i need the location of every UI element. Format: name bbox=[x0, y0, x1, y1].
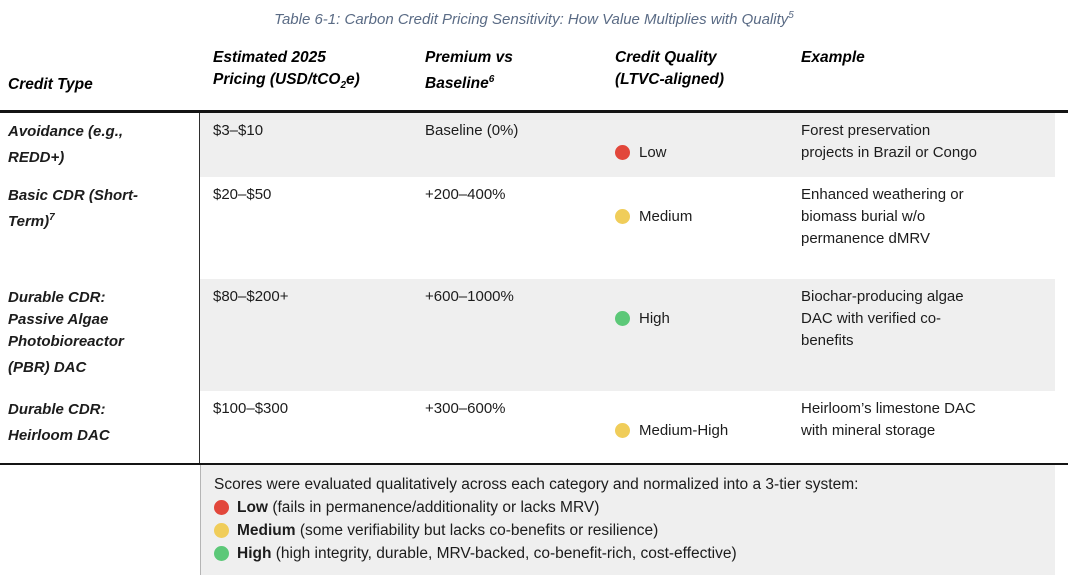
col-header-premium-line1: Premium vs bbox=[425, 48, 513, 66]
pricing-cell: $3–$10 bbox=[213, 122, 264, 139]
legend-label: High bbox=[237, 545, 272, 562]
credit-type-cell: Basic CDR (Short- Term)7 bbox=[0, 177, 200, 279]
table-title-text: Table 6-1: Carbon Credit Pricing Sensiti… bbox=[274, 11, 789, 28]
col-header-example: Example bbox=[801, 48, 865, 66]
credit-type-text: Durable CDR: Passive Algae Photobioreact… bbox=[8, 289, 124, 376]
credit-type-text: Basic CDR (Short- Term) bbox=[8, 187, 139, 230]
legend-desc: (fails in permanence/additionality or la… bbox=[272, 499, 600, 516]
table-row-durable-cdr-heirloom: Durable CDR: Heirloom DAC $100–$300 +300… bbox=[0, 391, 1068, 463]
legend-label: Medium bbox=[237, 522, 296, 539]
example-cell: Biochar-producing algae DAC with verifie… bbox=[801, 288, 964, 349]
legend-dot-medium-icon bbox=[214, 522, 229, 538]
col-header-premium-line2: Baseline bbox=[425, 75, 489, 93]
table-body: Avoidance (e.g., REDD+) $3–$10 Baseline … bbox=[0, 110, 1068, 463]
credit-type-cell: Durable CDR: Heirloom DAC bbox=[0, 391, 200, 463]
col-header-quality-line1: Credit Quality bbox=[615, 48, 717, 66]
col-header-quality-line2: (LTVC-aligned) bbox=[615, 70, 725, 88]
table-row-durable-cdr-pbr: Durable CDR: Passive Algae Photobioreact… bbox=[0, 279, 1068, 391]
row-cells: $20–$50 +200–400% Medium Enhanced weathe… bbox=[200, 177, 1055, 279]
quality-cell: High bbox=[602, 279, 788, 391]
credit-type-cell: Durable CDR: Passive Algae Photobioreact… bbox=[0, 279, 200, 391]
header-columns: Estimated 2025 Pricing (USD/tCO2e) Premi… bbox=[200, 40, 1055, 104]
quality-label: Medium bbox=[639, 208, 693, 225]
pricing-cell: $20–$50 bbox=[213, 186, 272, 203]
quality-dot-medium-icon bbox=[615, 208, 630, 224]
quality-dot-low-icon bbox=[615, 144, 630, 160]
pricing-cell: $80–$200+ bbox=[213, 288, 289, 305]
quality-dot-high-icon bbox=[615, 310, 630, 326]
row-cells: $3–$10 Baseline (0%) Low Forest preserva… bbox=[200, 113, 1055, 177]
legend-dot-low-icon bbox=[214, 499, 229, 515]
example-cell: Forest preservation projects in Brazil o… bbox=[801, 122, 977, 161]
premium-cell: +600–1000% bbox=[425, 288, 514, 305]
quality-dot-medium-high-icon bbox=[615, 422, 630, 438]
col-header-premium-footnote: 6 bbox=[488, 73, 495, 85]
example-cell: Enhanced weathering or biomass burial w/… bbox=[801, 186, 964, 247]
col-header-pricing: Estimated 2025 Pricing (USD/tCO2e) bbox=[200, 40, 412, 104]
credit-type-footnote: 7 bbox=[49, 212, 55, 223]
quality-cell: Low bbox=[602, 113, 788, 177]
scoring-legend: Scores were evaluated qualitatively acro… bbox=[200, 465, 1055, 575]
legend-label: Low bbox=[237, 499, 268, 516]
premium-cell: Baseline (0%) bbox=[425, 122, 519, 139]
legend-spacer bbox=[0, 465, 200, 575]
quality-cell: Medium bbox=[602, 177, 788, 279]
table-header-row: Credit Type Estimated 2025 Pricing (USD/… bbox=[0, 38, 1068, 110]
table-row-basic-cdr: Basic CDR (Short- Term)7 $20–$50 +200–40… bbox=[0, 177, 1068, 279]
legend-desc: (some verifiability but lacks co-benefit… bbox=[299, 522, 659, 539]
quality-label: Medium-High bbox=[639, 422, 729, 439]
legend-item-medium: Medium (some verifiability but lacks co-… bbox=[214, 519, 1041, 542]
pricing-cell: $100–$300 bbox=[213, 400, 289, 417]
col-header-pricing-line1: Estimated 2025 bbox=[213, 48, 326, 66]
quality-label: Low bbox=[639, 144, 667, 161]
premium-cell: +200–400% bbox=[425, 186, 506, 203]
col-header-pricing-line2-end: e) bbox=[346, 70, 360, 88]
table-row-avoidance: Avoidance (e.g., REDD+) $3–$10 Baseline … bbox=[0, 113, 1068, 177]
quality-label: High bbox=[639, 310, 670, 327]
credit-type-cell: Avoidance (e.g., REDD+) bbox=[0, 113, 200, 177]
example-cell: Heirloom’s limestone DAC with mineral st… bbox=[801, 400, 976, 439]
row-cells: $100–$300 +300–600% Medium-High Heirloom… bbox=[200, 391, 1055, 463]
quality-cell: Medium-High bbox=[602, 391, 788, 463]
table-title: Table 6-1: Carbon Credit Pricing Sensiti… bbox=[0, 0, 1068, 38]
table-title-footnote: 5 bbox=[788, 10, 794, 21]
col-header-pricing-line2: Pricing (USD/tCO bbox=[213, 70, 341, 88]
legend-item-high: High (high integrity, durable, MRV-backe… bbox=[214, 542, 1041, 565]
pricing-table: Credit Type Estimated 2025 Pricing (USD/… bbox=[0, 38, 1068, 575]
legend-desc: (high integrity, durable, MRV-backed, co… bbox=[275, 545, 737, 562]
col-header-quality: Credit Quality (LTVC-aligned) bbox=[602, 40, 788, 104]
credit-type-text: Durable CDR: Heirloom DAC bbox=[8, 401, 110, 444]
premium-cell: +300–600% bbox=[425, 400, 506, 417]
col-header-pricing-subscript: 2 bbox=[340, 80, 347, 91]
legend-intro: Scores were evaluated qualitatively acro… bbox=[214, 476, 859, 493]
credit-type-text: Avoidance (e.g., REDD+) bbox=[8, 123, 124, 166]
legend-dot-high-icon bbox=[214, 545, 229, 561]
col-header-credit-type: Credit Type bbox=[8, 76, 93, 93]
col-header-premium: Premium vs Baseline6 bbox=[412, 40, 602, 104]
legend-item-low: Low (fails in permanence/additionality o… bbox=[214, 496, 1041, 519]
legend-row: Scores were evaluated qualitatively acro… bbox=[0, 463, 1068, 575]
row-cells: $80–$200+ +600–1000% High Biochar-produc… bbox=[200, 279, 1055, 391]
